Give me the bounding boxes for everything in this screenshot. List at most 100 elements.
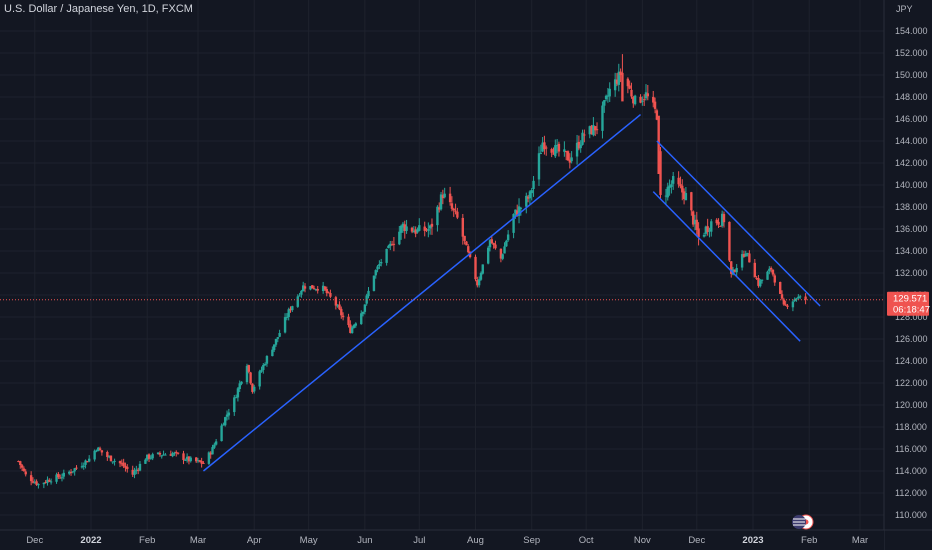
candle[interactable] [236, 387, 240, 402]
candle[interactable] [644, 84, 648, 101]
candle[interactable] [575, 134, 579, 165]
candle[interactable] [717, 218, 720, 228]
candle[interactable] [33, 479, 36, 484]
candle[interactable] [207, 451, 211, 465]
candle[interactable] [530, 187, 533, 201]
candle[interactable] [525, 192, 528, 214]
us-japan-flag-icon[interactable] [792, 514, 814, 530]
candle[interactable] [222, 422, 225, 426]
candle[interactable] [659, 146, 662, 200]
candle[interactable] [311, 285, 314, 289]
candle[interactable] [162, 450, 165, 456]
candle[interactable] [323, 286, 327, 291]
candle[interactable] [227, 408, 231, 420]
candle[interactable] [632, 95, 635, 108]
candle[interactable] [545, 145, 548, 156]
candle[interactable] [613, 72, 617, 97]
candle[interactable] [151, 452, 154, 461]
candle[interactable] [684, 186, 688, 201]
candle[interactable] [352, 324, 356, 329]
candle[interactable] [581, 129, 584, 146]
candle[interactable] [285, 313, 289, 321]
candle[interactable] [592, 117, 595, 137]
candle[interactable] [106, 450, 109, 461]
candle[interactable] [730, 261, 733, 278]
candle[interactable] [715, 218, 718, 226]
candle[interactable] [588, 125, 591, 139]
candle[interactable] [463, 235, 466, 245]
candle[interactable] [410, 226, 414, 234]
candle[interactable] [184, 458, 187, 461]
candle[interactable] [603, 99, 606, 113]
candle[interactable] [412, 226, 416, 233]
candle[interactable] [499, 248, 503, 263]
candle[interactable] [494, 240, 497, 250]
candle[interactable] [29, 471, 33, 486]
candle[interactable] [617, 63, 620, 92]
candle[interactable] [338, 301, 341, 311]
candle[interactable] [784, 300, 787, 307]
candle[interactable] [786, 303, 789, 310]
candle[interactable] [671, 171, 675, 190]
candle[interactable] [73, 467, 76, 476]
candle[interactable] [401, 221, 405, 233]
candle[interactable] [260, 366, 263, 373]
candle[interactable] [583, 129, 586, 143]
candle[interactable] [100, 450, 104, 456]
candle[interactable] [657, 115, 660, 174]
candle[interactable] [361, 311, 365, 317]
candle[interactable] [677, 171, 680, 188]
candle[interactable] [782, 297, 786, 306]
candle[interactable] [555, 138, 559, 154]
candle[interactable] [390, 240, 394, 246]
candle[interactable] [791, 300, 795, 312]
candle[interactable] [302, 281, 305, 292]
candle[interactable] [693, 214, 697, 231]
candle[interactable] [278, 329, 281, 338]
candle[interactable] [360, 310, 363, 325]
candle[interactable] [706, 218, 709, 236]
candle[interactable] [476, 276, 479, 288]
candle[interactable] [744, 250, 747, 257]
candle[interactable] [630, 82, 633, 99]
candle[interactable] [448, 186, 452, 206]
candle[interactable] [303, 283, 307, 293]
candle[interactable] [187, 456, 191, 465]
candle[interactable] [156, 452, 160, 455]
trendline-1[interactable] [202, 114, 642, 472]
candle[interactable] [757, 275, 760, 288]
candle[interactable] [169, 450, 173, 456]
candle[interactable] [668, 179, 671, 196]
candle[interactable] [595, 122, 599, 135]
candle[interactable] [804, 293, 807, 305]
candle[interactable] [557, 141, 561, 157]
candle[interactable] [211, 444, 214, 455]
candle[interactable] [423, 221, 426, 237]
candle[interactable] [539, 144, 542, 155]
candle[interactable] [258, 369, 261, 390]
candle[interactable] [691, 210, 695, 227]
candle[interactable] [608, 82, 611, 102]
candle[interactable] [200, 457, 203, 468]
candle[interactable] [793, 297, 796, 303]
candle[interactable] [450, 196, 454, 212]
candle[interactable] [283, 313, 287, 334]
candle[interactable] [385, 248, 388, 266]
candle[interactable] [628, 80, 631, 90]
candle[interactable] [479, 271, 483, 281]
candle[interactable] [147, 453, 151, 463]
candle[interactable] [428, 224, 432, 235]
candle[interactable] [461, 213, 465, 245]
candle[interactable] [149, 455, 153, 460]
candle[interactable] [60, 473, 64, 482]
candle[interactable] [71, 471, 75, 474]
candle[interactable] [263, 362, 267, 366]
candle[interactable] [196, 457, 200, 464]
candle[interactable] [298, 292, 301, 297]
candle[interactable] [68, 470, 71, 476]
candle[interactable] [773, 273, 776, 286]
candle[interactable] [363, 304, 367, 315]
candle[interactable] [740, 250, 744, 271]
candle[interactable] [296, 294, 299, 308]
candle[interactable] [543, 135, 546, 155]
